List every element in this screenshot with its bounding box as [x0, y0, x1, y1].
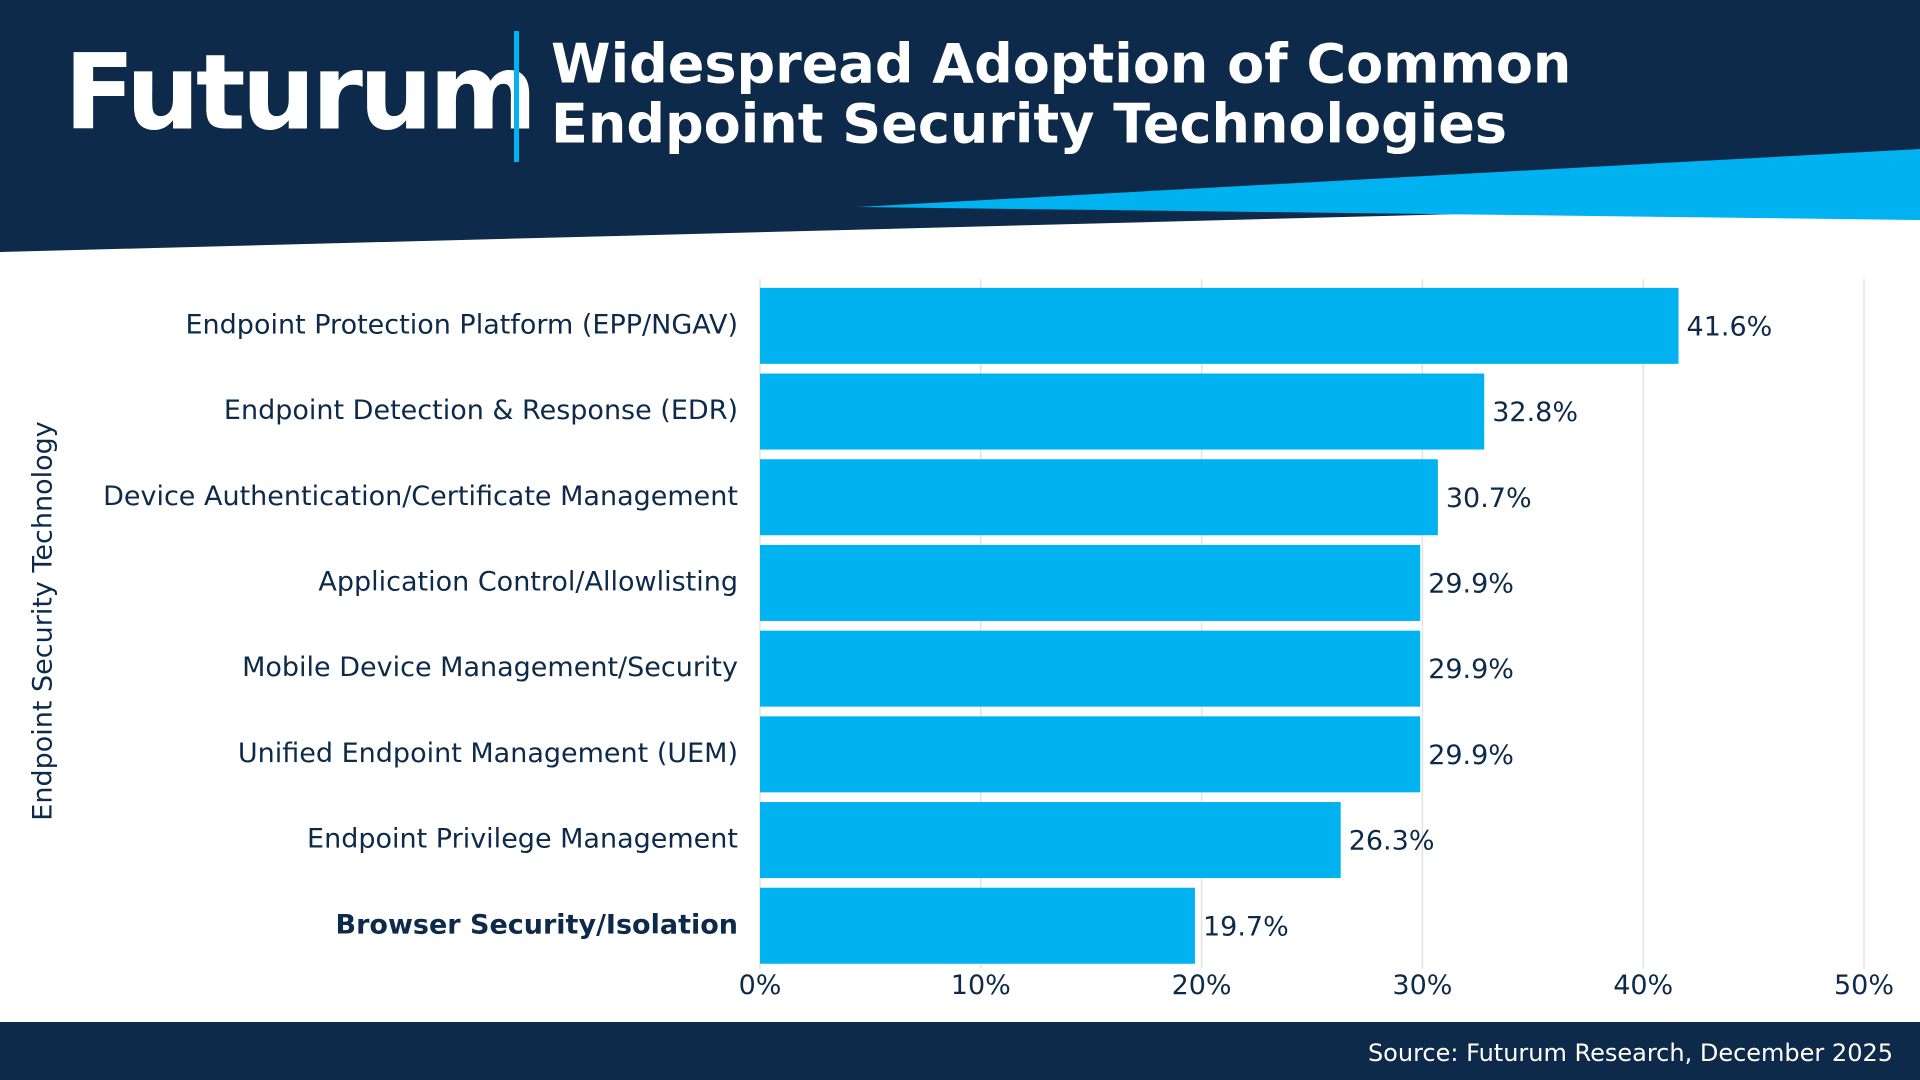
x-tick-label: 10%: [951, 970, 1011, 1001]
y-tick-label: Endpoint Protection Platform (EPP/NGAV): [186, 309, 739, 340]
bar: [760, 459, 1438, 536]
x-tick-label: 0%: [739, 970, 782, 1001]
chart-title: Widespread Adoption of Common: [551, 33, 1571, 96]
value-label: 30.7%: [1446, 483, 1532, 514]
bar: [760, 287, 1679, 364]
logo: Futurum: [64, 31, 533, 153]
value-label: 32.8%: [1492, 397, 1578, 428]
y-tick-label: Browser Security/Isolation: [336, 909, 738, 940]
x-tick-label: 50%: [1834, 970, 1894, 1001]
y-tick-label: Mobile Device Management/Security: [242, 652, 738, 683]
chart-title: Endpoint Security Technologies: [551, 93, 1507, 156]
x-tick-label: 30%: [1392, 970, 1452, 1001]
header-accent: [857, 149, 1920, 220]
bar: [760, 802, 1341, 879]
bar: [760, 373, 1485, 450]
bar: [760, 716, 1421, 793]
divider: [514, 31, 519, 162]
value-label: 41.6%: [1687, 311, 1773, 342]
y-axis-label: Endpoint Security Technology: [28, 421, 59, 820]
value-label: 29.9%: [1428, 568, 1514, 599]
bar: [760, 630, 1421, 707]
x-tick-label: 20%: [1172, 970, 1232, 1001]
y-tick-label: Device Authentication/Certificate Manage…: [103, 481, 738, 512]
value-label: 29.9%: [1428, 654, 1514, 685]
value-label: 26.3%: [1349, 826, 1435, 857]
y-tick-label: Unified Endpoint Management (UEM): [238, 738, 738, 769]
y-tick-label: Endpoint Detection & Response (EDR): [224, 395, 738, 426]
bar: [760, 544, 1421, 621]
value-label: 19.7%: [1203, 911, 1289, 942]
y-tick-label: Endpoint Privilege Management: [307, 824, 738, 855]
value-label: 29.9%: [1428, 740, 1514, 771]
bar: [760, 887, 1195, 964]
plot: 0% 10% 20% 30% 40% 50% Endpoint Protection Pla…: [103, 279, 1894, 1001]
x-tick-label: 40%: [1613, 970, 1673, 1001]
y-tick-label: Application Control/Allowlisting: [318, 566, 738, 597]
source: Source: Futurum Research, December 2025: [1368, 1039, 1893, 1067]
footer: [0, 1022, 1920, 1080]
